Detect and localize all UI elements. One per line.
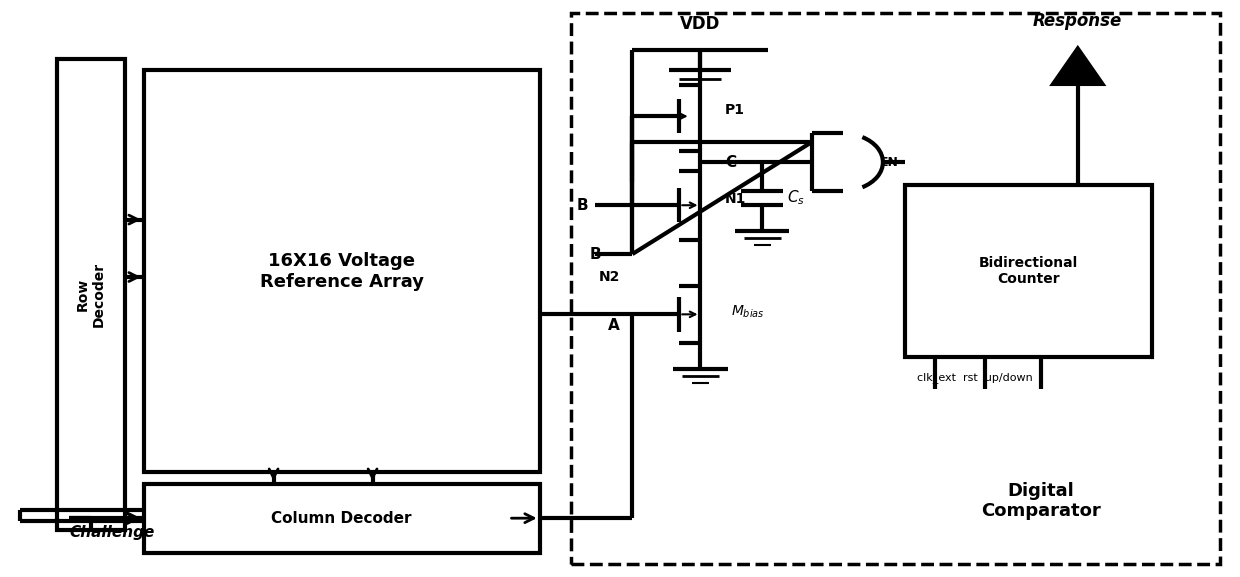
Text: $C_s$: $C_s$ (787, 189, 805, 207)
Polygon shape (1052, 47, 1104, 85)
Bar (144, 70, 539, 472)
Bar (904, 185, 1152, 357)
Text: N1: N1 (725, 193, 746, 207)
Text: Challenge: Challenge (69, 525, 155, 540)
Text: Digital
Comparator: Digital Comparator (981, 482, 1101, 520)
Bar (570, 13, 1220, 564)
Text: Bidirectional
Counter: Bidirectional Counter (978, 256, 1078, 286)
Text: clk_ext  rst  up/down: clk_ext rst up/down (916, 372, 1033, 383)
Text: 16X16 Voltage
Reference Array: 16X16 Voltage Reference Array (259, 252, 424, 291)
Text: P1: P1 (725, 103, 745, 118)
Text: $M_{bias}$: $M_{bias}$ (732, 304, 765, 320)
Text: Column Decoder: Column Decoder (272, 511, 412, 526)
Text: N2: N2 (599, 270, 620, 284)
Bar (144, 484, 539, 553)
Text: VDD: VDD (681, 15, 720, 33)
Text: B: B (577, 198, 588, 213)
Text: Row
Decoder: Row Decoder (76, 262, 107, 327)
Text: EN: EN (879, 156, 898, 168)
Text: B: B (589, 246, 601, 261)
Text: C: C (725, 155, 737, 170)
Text: Response: Response (1033, 12, 1122, 30)
Bar (57, 59, 125, 530)
Text: A: A (609, 319, 620, 334)
